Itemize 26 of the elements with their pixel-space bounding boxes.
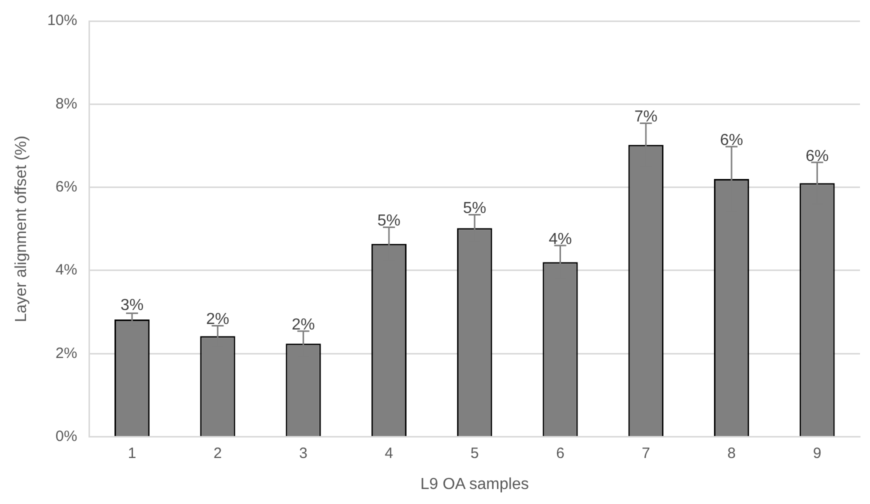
data-label: 5% — [463, 200, 486, 218]
y-tick-label: 4% — [56, 262, 78, 279]
x-axis-title: L9 OA samples — [420, 476, 529, 493]
y-tick-label: 2% — [56, 344, 78, 362]
x-tick-label: 5 — [470, 444, 479, 462]
y-tick-label: 6% — [56, 178, 78, 196]
x-tick-label: 7 — [642, 444, 650, 462]
y-tick-label: 8% — [56, 95, 78, 112]
x-tick-label: 8 — [727, 444, 736, 462]
y-axis-title: Layer alignment offset (%) — [13, 136, 30, 322]
y-tick-label: 10% — [47, 12, 78, 30]
x-tick-label: 6 — [556, 444, 564, 462]
data-label: 2% — [206, 311, 230, 328]
x-tick-label: 3 — [299, 444, 308, 462]
data-label: 6% — [720, 132, 744, 149]
x-tick-label: 9 — [813, 444, 822, 462]
data-label: 4% — [548, 230, 572, 248]
data-label: 7% — [634, 108, 658, 126]
data-label: 5% — [377, 212, 401, 230]
x-tick-label: 4 — [384, 444, 394, 462]
x-tick-label: 2 — [214, 444, 222, 462]
y-tick-label: 0% — [56, 428, 78, 445]
x-tick-label: 1 — [128, 444, 136, 462]
data-label: 2% — [292, 316, 315, 334]
data-label: 3% — [120, 296, 144, 314]
data-label: 6% — [806, 148, 829, 165]
